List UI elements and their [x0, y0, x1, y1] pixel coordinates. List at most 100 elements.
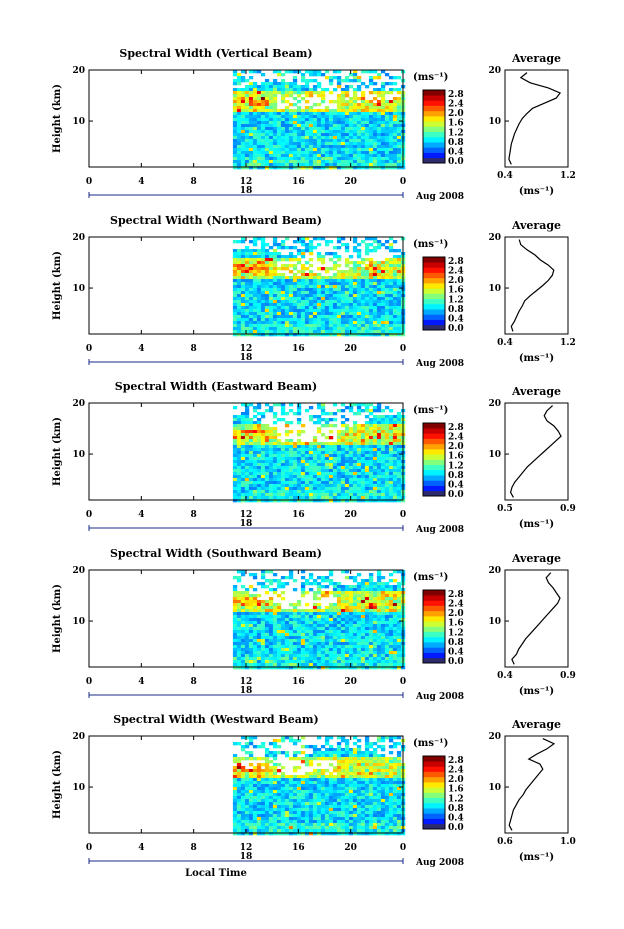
heatmap-cell: [340, 160, 346, 164]
heatmap-cell: [280, 85, 286, 89]
heatmap-cell: [252, 406, 258, 410]
heatmap-cell: [336, 409, 342, 413]
heatmap-cell: [392, 318, 398, 322]
heatmap-cell: [340, 627, 346, 631]
heatmap-cell: [288, 130, 294, 134]
heatmap-cell: [312, 636, 318, 640]
heatmap-cell: [304, 139, 310, 143]
heatmap-cell: [276, 133, 282, 137]
heatmap-cell: [268, 127, 274, 131]
heatmap-cell: [276, 73, 282, 77]
heatmap-cell: [296, 478, 302, 482]
heatmap-cell: [256, 600, 262, 604]
colorbar-swatch: [423, 288, 445, 294]
heatmap-cell: [248, 472, 254, 476]
heatmap-cell: [280, 255, 286, 259]
heatmap-cell: [392, 279, 398, 283]
heatmap-cell: [232, 427, 238, 431]
heatmap-cell: [376, 139, 382, 143]
heatmap-cell: [344, 76, 350, 80]
heatmap-cell: [352, 118, 358, 122]
heatmap-cell: [256, 151, 262, 155]
heatmap-cell: [296, 303, 302, 307]
heatmap-cell: [336, 642, 342, 646]
heatmap-cell: [332, 312, 338, 316]
heatmap-cell: [232, 472, 238, 476]
heatmap-cell: [248, 273, 254, 277]
heatmap-cell: [376, 318, 382, 322]
heatmap-cell: [252, 424, 258, 428]
heatmap-cell: [232, 469, 238, 473]
heatmap-cell: [272, 163, 278, 167]
heatmap-cell: [276, 663, 282, 667]
heatmap-cell: [240, 660, 246, 664]
heatmap-cell: [256, 276, 262, 280]
heatmap-cell: [284, 306, 290, 310]
heatmap-cell: [312, 315, 318, 319]
heatmap-cell: [316, 636, 322, 640]
panel-title: Spectral Width (Vertical Beam): [119, 47, 312, 60]
heatmap-cell: [308, 645, 314, 649]
heatmap-cell: [372, 493, 378, 497]
heatmap-cell: [272, 91, 278, 95]
heatmap-cell: [304, 603, 310, 607]
avg-x-label: (ms⁻¹): [519, 186, 554, 197]
heatmap-cell: [292, 457, 298, 461]
heatmap-cell: [300, 666, 306, 670]
heatmap-cell: [392, 639, 398, 643]
heatmap-cell: [324, 279, 330, 283]
heatmap-cell: [240, 130, 246, 134]
heatmap-cell: [336, 312, 342, 316]
heatmap-cell: [236, 106, 242, 110]
heatmap-cell: [332, 642, 338, 646]
heatmap-cell: [244, 133, 250, 137]
heatmap-cell: [340, 481, 346, 485]
heatmap-cell: [288, 463, 294, 467]
heatmap-cell: [296, 627, 302, 631]
heatmap-cell: [352, 318, 358, 322]
heatmap-cell: [348, 282, 354, 286]
heatmap-cell: [328, 648, 334, 652]
heatmap-cell: [344, 496, 350, 500]
heatmap-cell: [320, 258, 326, 262]
heatmap-cell: [296, 460, 302, 464]
heatmap-cell: [364, 484, 370, 488]
heatmap-cell: [256, 660, 262, 664]
heatmap-cell: [356, 639, 362, 643]
colorbar-swatch: [423, 293, 445, 300]
heatmap-cell: [248, 663, 254, 667]
average-profile-line: [509, 405, 562, 498]
heatmap-cell: [352, 270, 358, 274]
heatmap-cell: [336, 306, 342, 310]
heatmap-cell: [328, 412, 334, 416]
heatmap-cell: [244, 333, 250, 337]
heatmap-cell: [352, 124, 358, 128]
heatmap-cell: [324, 160, 330, 164]
heatmap-cell: [304, 285, 310, 289]
heatmap-cell: [276, 490, 282, 494]
heatmap-cell: [280, 115, 286, 119]
heatmap-cell: [360, 133, 366, 137]
colorbar-tick-label: 2.0: [448, 276, 464, 286]
colorbar-swatch: [423, 480, 445, 486]
heatmap-cell: [276, 660, 282, 664]
heatmap-cell: [272, 300, 278, 304]
heatmap-cell: [272, 472, 278, 476]
heatmap-cell: [304, 157, 310, 161]
heatmap-cell: [232, 406, 238, 410]
heatmap-cell: [324, 633, 330, 637]
heatmap-cell: [232, 612, 238, 616]
heatmap-cell: [356, 403, 362, 407]
heatmap-cell: [344, 490, 350, 494]
heatmap-cell: [232, 421, 238, 425]
heatmap-cell: [312, 475, 318, 479]
heatmap-cell: [268, 297, 274, 301]
heatmap-cell: [392, 618, 398, 622]
heatmap-cell: [340, 624, 346, 628]
heatmap-cell: [276, 127, 282, 131]
heatmap-cell: [316, 648, 322, 652]
heatmap-cell: [296, 285, 302, 289]
heatmap-cell: [348, 484, 354, 488]
heatmap-cell: [332, 130, 338, 134]
heatmap-cell: [396, 445, 402, 449]
